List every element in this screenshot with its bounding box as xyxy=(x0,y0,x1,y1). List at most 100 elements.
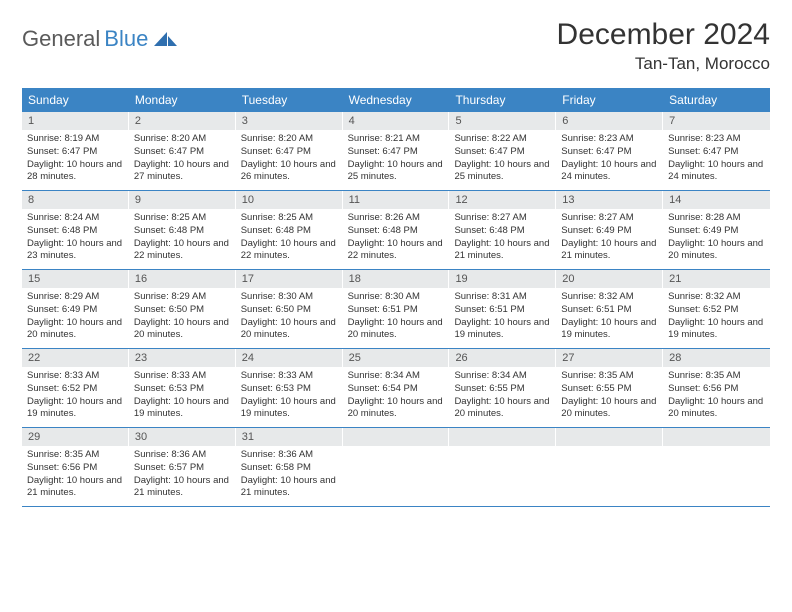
sunrise-text: Sunrise: 8:36 AM xyxy=(241,449,338,462)
day-content: Sunrise: 8:26 AMSunset: 6:48 PMDaylight:… xyxy=(343,209,450,268)
logo: GeneralBlue xyxy=(22,18,178,52)
sunset-text: Sunset: 6:50 PM xyxy=(134,304,231,317)
day-number: 27 xyxy=(556,349,663,367)
sunrise-text: Sunrise: 8:22 AM xyxy=(454,133,551,146)
day-number: 7 xyxy=(663,112,770,130)
day-cell: 12Sunrise: 8:27 AMSunset: 6:48 PMDayligh… xyxy=(449,191,556,269)
day-number: 1 xyxy=(22,112,129,130)
day-cell: 26Sunrise: 8:34 AMSunset: 6:55 PMDayligh… xyxy=(449,349,556,427)
daylight-text: Daylight: 10 hours and 27 minutes. xyxy=(134,159,231,185)
sunset-text: Sunset: 6:56 PM xyxy=(668,383,765,396)
sunrise-text: Sunrise: 8:27 AM xyxy=(454,212,551,225)
day-cell: 16Sunrise: 8:29 AMSunset: 6:50 PMDayligh… xyxy=(129,270,236,348)
day-cell: 23Sunrise: 8:33 AMSunset: 6:53 PMDayligh… xyxy=(129,349,236,427)
day-number: 15 xyxy=(22,270,129,288)
sunset-text: Sunset: 6:47 PM xyxy=(668,146,765,159)
daylight-text: Daylight: 10 hours and 25 minutes. xyxy=(454,159,551,185)
day-cell: 2Sunrise: 8:20 AMSunset: 6:47 PMDaylight… xyxy=(129,112,236,190)
logo-word1: General xyxy=(22,26,100,52)
day-content: Sunrise: 8:33 AMSunset: 6:52 PMDaylight:… xyxy=(22,367,129,426)
daylight-text: Daylight: 10 hours and 22 minutes. xyxy=(241,238,338,264)
day-content: Sunrise: 8:21 AMSunset: 6:47 PMDaylight:… xyxy=(343,130,450,189)
sunset-text: Sunset: 6:49 PM xyxy=(561,225,658,238)
sunrise-text: Sunrise: 8:33 AM xyxy=(241,370,338,383)
daylight-text: Daylight: 10 hours and 20 minutes. xyxy=(134,317,231,343)
daylight-text: Daylight: 10 hours and 20 minutes. xyxy=(348,317,445,343)
day-number: 8 xyxy=(22,191,129,209)
day-content: Sunrise: 8:27 AMSunset: 6:48 PMDaylight:… xyxy=(449,209,556,268)
daylight-text: Daylight: 10 hours and 21 minutes. xyxy=(134,475,231,501)
sunrise-text: Sunrise: 8:29 AM xyxy=(27,291,124,304)
day-cell: 3Sunrise: 8:20 AMSunset: 6:47 PMDaylight… xyxy=(236,112,343,190)
calendar-body: 1Sunrise: 8:19 AMSunset: 6:47 PMDaylight… xyxy=(22,112,770,507)
day-content: Sunrise: 8:36 AMSunset: 6:58 PMDaylight:… xyxy=(236,446,343,505)
sunset-text: Sunset: 6:51 PM xyxy=(348,304,445,317)
weekday-monday: Monday xyxy=(129,88,236,112)
day-content: Sunrise: 8:29 AMSunset: 6:50 PMDaylight:… xyxy=(129,288,236,347)
day-cell: 24Sunrise: 8:33 AMSunset: 6:53 PMDayligh… xyxy=(236,349,343,427)
daylight-text: Daylight: 10 hours and 28 minutes. xyxy=(27,159,124,185)
day-cell: 14Sunrise: 8:28 AMSunset: 6:49 PMDayligh… xyxy=(663,191,770,269)
sunset-text: Sunset: 6:48 PM xyxy=(27,225,124,238)
logo-word2: Blue xyxy=(104,26,148,52)
sunrise-text: Sunrise: 8:35 AM xyxy=(668,370,765,383)
day-number: 12 xyxy=(449,191,556,209)
sunrise-text: Sunrise: 8:25 AM xyxy=(241,212,338,225)
day-number: 24 xyxy=(236,349,343,367)
daylight-text: Daylight: 10 hours and 19 minutes. xyxy=(561,317,658,343)
sunset-text: Sunset: 6:47 PM xyxy=(241,146,338,159)
sunrise-text: Sunrise: 8:31 AM xyxy=(454,291,551,304)
sunset-text: Sunset: 6:53 PM xyxy=(134,383,231,396)
sunrise-text: Sunrise: 8:30 AM xyxy=(348,291,445,304)
day-number: 2 xyxy=(129,112,236,130)
weekday-header: Sunday Monday Tuesday Wednesday Thursday… xyxy=(22,88,770,112)
day-cell: 13Sunrise: 8:27 AMSunset: 6:49 PMDayligh… xyxy=(556,191,663,269)
day-cell xyxy=(343,428,450,506)
day-content: Sunrise: 8:32 AMSunset: 6:52 PMDaylight:… xyxy=(663,288,770,347)
sunset-text: Sunset: 6:55 PM xyxy=(454,383,551,396)
day-number: 20 xyxy=(556,270,663,288)
daylight-text: Daylight: 10 hours and 20 minutes. xyxy=(348,396,445,422)
day-cell: 27Sunrise: 8:35 AMSunset: 6:55 PMDayligh… xyxy=(556,349,663,427)
day-number: 30 xyxy=(129,428,236,446)
day-cell: 31Sunrise: 8:36 AMSunset: 6:58 PMDayligh… xyxy=(236,428,343,506)
weekday-sunday: Sunday xyxy=(22,88,129,112)
sunset-text: Sunset: 6:51 PM xyxy=(454,304,551,317)
week-row: 15Sunrise: 8:29 AMSunset: 6:49 PMDayligh… xyxy=(22,270,770,349)
day-number: 26 xyxy=(449,349,556,367)
day-content: Sunrise: 8:32 AMSunset: 6:51 PMDaylight:… xyxy=(556,288,663,347)
day-content: Sunrise: 8:35 AMSunset: 6:55 PMDaylight:… xyxy=(556,367,663,426)
daylight-text: Daylight: 10 hours and 24 minutes. xyxy=(561,159,658,185)
day-number: 16 xyxy=(129,270,236,288)
day-cell: 6Sunrise: 8:23 AMSunset: 6:47 PMDaylight… xyxy=(556,112,663,190)
day-number xyxy=(663,428,770,446)
daylight-text: Daylight: 10 hours and 25 minutes. xyxy=(348,159,445,185)
day-content: Sunrise: 8:33 AMSunset: 6:53 PMDaylight:… xyxy=(236,367,343,426)
day-number: 25 xyxy=(343,349,450,367)
day-cell: 21Sunrise: 8:32 AMSunset: 6:52 PMDayligh… xyxy=(663,270,770,348)
day-content: Sunrise: 8:23 AMSunset: 6:47 PMDaylight:… xyxy=(663,130,770,189)
day-number: 5 xyxy=(449,112,556,130)
day-number: 28 xyxy=(663,349,770,367)
day-number xyxy=(449,428,556,446)
sunrise-text: Sunrise: 8:33 AM xyxy=(134,370,231,383)
day-cell: 29Sunrise: 8:35 AMSunset: 6:56 PMDayligh… xyxy=(22,428,129,506)
day-content: Sunrise: 8:22 AMSunset: 6:47 PMDaylight:… xyxy=(449,130,556,189)
daylight-text: Daylight: 10 hours and 20 minutes. xyxy=(454,396,551,422)
sunrise-text: Sunrise: 8:25 AM xyxy=(134,212,231,225)
sunset-text: Sunset: 6:49 PM xyxy=(668,225,765,238)
daylight-text: Daylight: 10 hours and 19 minutes. xyxy=(241,396,338,422)
day-cell: 1Sunrise: 8:19 AMSunset: 6:47 PMDaylight… xyxy=(22,112,129,190)
day-content: Sunrise: 8:33 AMSunset: 6:53 PMDaylight:… xyxy=(129,367,236,426)
sunset-text: Sunset: 6:50 PM xyxy=(241,304,338,317)
sunrise-text: Sunrise: 8:32 AM xyxy=(561,291,658,304)
sunrise-text: Sunrise: 8:26 AM xyxy=(348,212,445,225)
sunset-text: Sunset: 6:58 PM xyxy=(241,462,338,475)
daylight-text: Daylight: 10 hours and 24 minutes. xyxy=(668,159,765,185)
sunset-text: Sunset: 6:47 PM xyxy=(454,146,551,159)
calendar: Sunday Monday Tuesday Wednesday Thursday… xyxy=(22,88,770,507)
weekday-friday: Friday xyxy=(556,88,663,112)
daylight-text: Daylight: 10 hours and 21 minutes. xyxy=(561,238,658,264)
day-cell: 9Sunrise: 8:25 AMSunset: 6:48 PMDaylight… xyxy=(129,191,236,269)
day-content: Sunrise: 8:25 AMSunset: 6:48 PMDaylight:… xyxy=(236,209,343,268)
